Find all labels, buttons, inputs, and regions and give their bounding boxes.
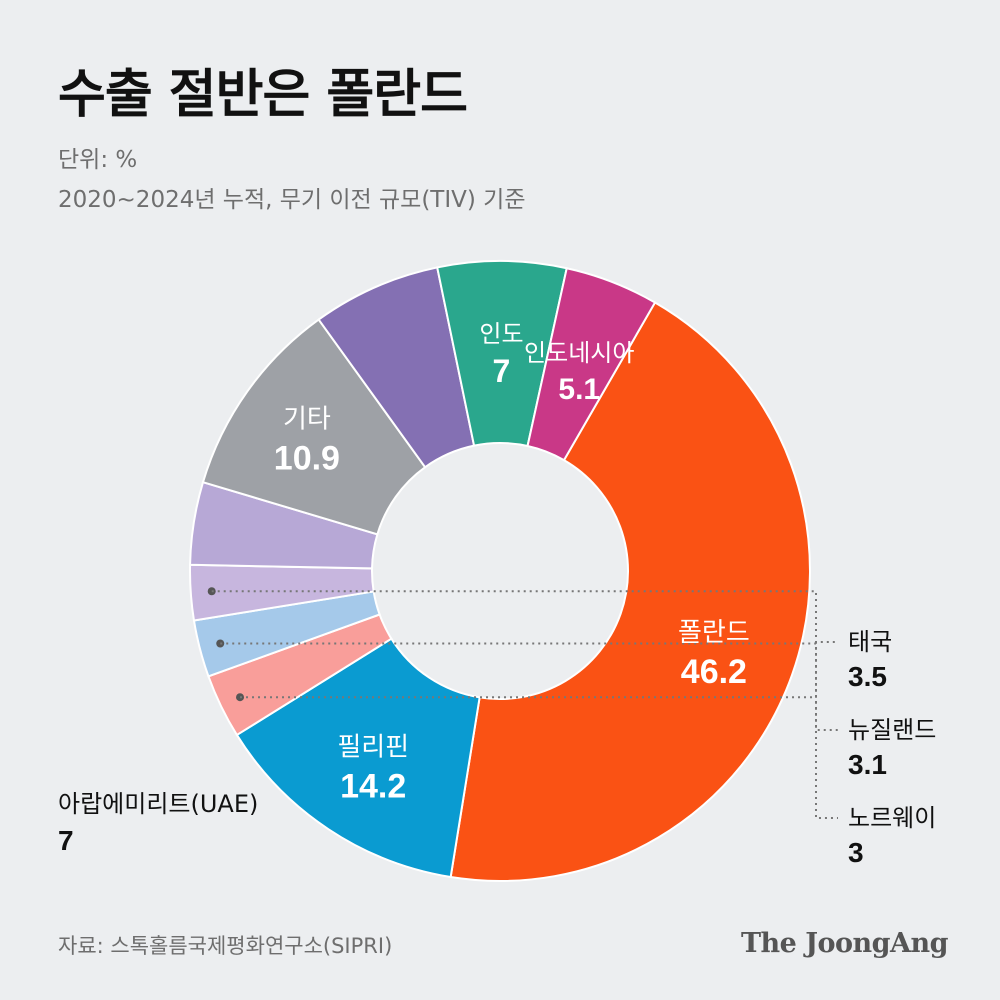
label-value-인도: 7 <box>493 353 511 389</box>
unit-note: 단위: % <box>58 147 138 173</box>
label-name-인도네시아: 인도네시아 <box>524 339 634 367</box>
label-value-노르웨이: 3 <box>848 837 864 868</box>
publisher-logo: The JoongAng <box>740 928 949 959</box>
leader-line-태국 <box>240 641 838 699</box>
slice-기타 <box>201 318 427 536</box>
label-name-필리핀: 필리핀 <box>337 733 409 763</box>
label-name-뉴질랜드: 뉴질랜드 <box>848 716 936 744</box>
label-name-기타: 기타 <box>283 405 331 435</box>
label-value-필리핀: 14.2 <box>340 768 406 806</box>
label-value-폴란드: 46.2 <box>681 653 747 691</box>
label-name-인도: 인도 <box>479 320 523 348</box>
label-value-아랍에미리트-uae: 7 <box>58 825 74 856</box>
slice-labels: 폴란드 46.2 필리핀 14.2 기타 10.9 인도 7 인도네시아 5.1 태국 3.5 뉴질랜드… <box>58 320 936 868</box>
chart-title: 수출 절반은 폴란드 <box>58 65 468 125</box>
label-value-태국: 3.5 <box>848 661 887 692</box>
slice-인도네시아 <box>526 267 657 462</box>
label-name-아랍에미리트-uae: 아랍에미리트(UAE) <box>58 790 258 818</box>
donut-slices <box>189 260 811 882</box>
label-value-인도네시아: 5.1 <box>558 373 600 406</box>
source-note: 자료: 스톡홀름국제평화연구소(SIPRI) <box>58 934 393 958</box>
period-note: 2020~2024년 누적, 무기 이전 규모(TIV) 기준 <box>58 187 526 213</box>
label-value-기타: 10.9 <box>274 440 340 478</box>
label-name-폴란드: 폴란드 <box>678 618 750 648</box>
slice-폴란드 <box>449 301 811 882</box>
label-value-뉴질랜드: 3.1 <box>848 749 887 780</box>
label-name-태국: 태국 <box>848 628 892 656</box>
label-name-노르웨이: 노르웨이 <box>848 804 936 832</box>
leader-lines <box>207 587 838 819</box>
